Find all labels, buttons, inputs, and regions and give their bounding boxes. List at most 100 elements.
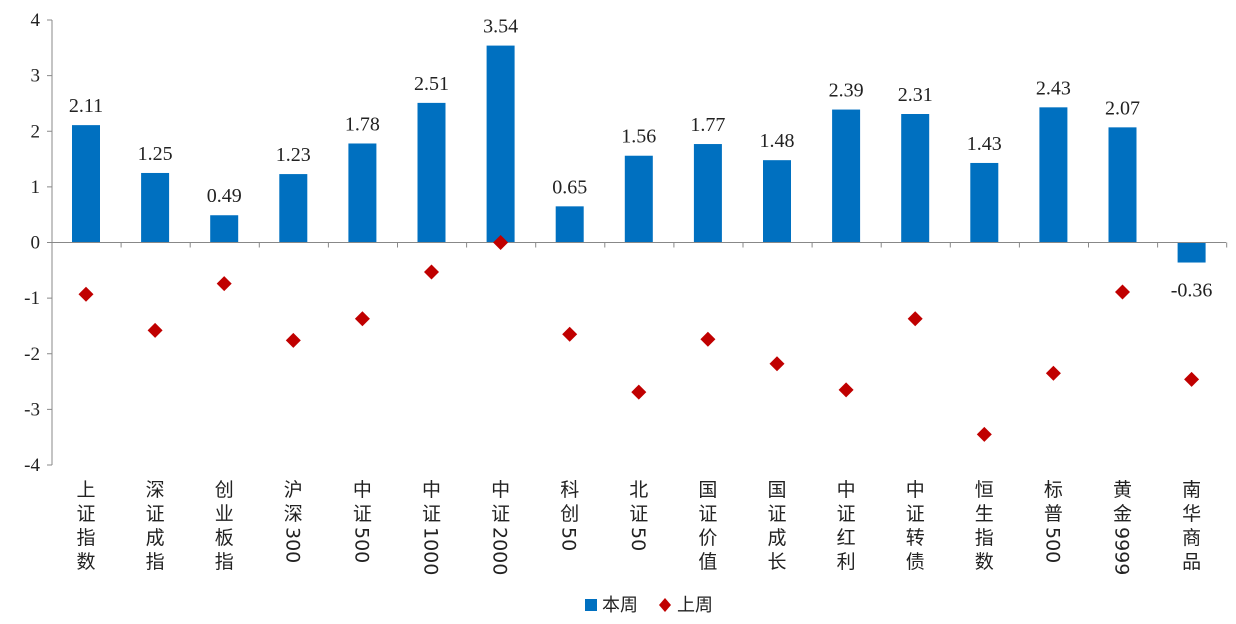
category-label-char: 标 xyxy=(1044,479,1063,501)
category-label-char: 上 xyxy=(76,479,95,501)
category-label-digits: 500 xyxy=(350,527,372,563)
category-label-char: 指 xyxy=(76,527,95,549)
y-tick-label: 4 xyxy=(31,10,41,31)
bar-data-label: 0.49 xyxy=(207,185,242,207)
category-label-char: 成 xyxy=(767,527,786,549)
bar xyxy=(1108,127,1137,243)
category-label-char: 中 xyxy=(906,479,925,501)
category-label-digits: 500 xyxy=(1041,527,1063,563)
legend: 本周 上周 xyxy=(585,595,713,616)
category-label-char: 值 xyxy=(698,551,717,573)
bar xyxy=(970,162,999,243)
diamond-point xyxy=(1184,371,1200,387)
bar xyxy=(624,155,653,243)
category-label-char: 创 xyxy=(215,479,234,501)
category-label-char: 长 xyxy=(767,551,786,573)
category-label-char: 业 xyxy=(215,503,234,525)
bar xyxy=(1039,107,1068,243)
category-label-char: 创 xyxy=(560,503,579,525)
bar-data-label: 2.31 xyxy=(898,84,933,106)
category-label-char: 国 xyxy=(767,479,786,501)
diamond-point xyxy=(147,322,163,338)
category-label-char: 品 xyxy=(1182,551,1201,573)
bar-data-label: 1.48 xyxy=(760,130,795,152)
bar xyxy=(279,174,308,243)
bar-data-label: 2.51 xyxy=(414,73,449,95)
category-label-char: 黄 xyxy=(1113,479,1132,501)
diamond-point xyxy=(907,311,923,327)
category-label-char: 证 xyxy=(422,503,441,525)
category-label-char: 证 xyxy=(353,503,372,525)
diamond-point xyxy=(216,276,232,292)
y-tick-label: 1 xyxy=(31,177,41,198)
legend-label-last-week: 上周 xyxy=(677,595,713,616)
category-label-char: 价 xyxy=(698,527,717,549)
diamond-point xyxy=(424,264,439,280)
diamond-series xyxy=(78,235,1200,442)
category-label-char: 数 xyxy=(76,551,95,573)
diamond-point xyxy=(562,326,578,342)
category-label-char: 中 xyxy=(422,479,441,501)
category-label-char: 深 xyxy=(284,503,303,525)
category-label-char: 商 xyxy=(1182,527,1201,549)
bar-data-label: 2.11 xyxy=(69,95,103,117)
y-tick-label: -4 xyxy=(24,455,40,476)
diamond-point xyxy=(285,332,301,348)
bar-data-label: 2.43 xyxy=(1036,77,1071,99)
category-label-char: 债 xyxy=(906,551,925,573)
category-label-digits: 1000 xyxy=(420,527,442,575)
category-label-char: 恒 xyxy=(975,479,994,501)
diamond-point xyxy=(1045,365,1061,381)
diamond-point xyxy=(1115,284,1130,300)
category-label-char: 华 xyxy=(1182,503,1201,525)
bar-data-label: 0.65 xyxy=(552,176,587,198)
legend-label-this-week: 本周 xyxy=(602,595,638,616)
category-label-char: 中 xyxy=(491,479,510,501)
bar xyxy=(417,102,446,243)
category-label-char: 指 xyxy=(975,527,994,549)
category-label-char: 深 xyxy=(146,479,165,501)
bar-data-label: 1.56 xyxy=(621,126,656,148)
category-label-char: 指 xyxy=(215,551,234,573)
bar-series xyxy=(72,45,1206,263)
bar xyxy=(210,215,239,243)
y-tick-label: 2 xyxy=(31,121,41,142)
category-label-char: 中 xyxy=(353,479,372,501)
bar-data-labels: 2.11 1.25 0.49 1.23 1.78 2.51 3.54 0.65 1.56 1.77… xyxy=(69,16,1213,302)
bar xyxy=(693,144,722,243)
category-label-char: 转 xyxy=(906,527,925,549)
category-labels: 上证指数深证成指创业板指沪深300中证500中证1000中证2000科创50北证… xyxy=(76,479,1201,575)
bar-data-label: 2.07 xyxy=(1105,97,1140,119)
bar xyxy=(348,143,377,243)
y-tick-label: 0 xyxy=(31,233,41,254)
legend-swatch-bar xyxy=(585,599,597,611)
bar xyxy=(555,206,584,243)
diamond-point xyxy=(838,382,854,398)
category-label-char: 普 xyxy=(1044,503,1063,525)
category-label-char: 证 xyxy=(837,503,856,525)
category-label-char: 金 xyxy=(1113,503,1132,525)
bar xyxy=(1177,242,1206,263)
category-label-char: 指 xyxy=(146,551,165,573)
bar-data-label: -0.36 xyxy=(1171,280,1213,302)
legend-swatch-diamond xyxy=(659,598,671,612)
category-label-char: 证 xyxy=(629,503,648,525)
bar-data-label: 1.43 xyxy=(967,133,1002,155)
category-label-char: 证 xyxy=(906,503,925,525)
bar xyxy=(72,125,100,243)
diamond-point xyxy=(769,356,785,372)
y-tick-label: 3 xyxy=(31,66,41,87)
bar-data-label: 1.78 xyxy=(345,113,380,135)
y-tick-label: -3 xyxy=(24,399,40,420)
category-label-char: 证 xyxy=(76,503,95,525)
